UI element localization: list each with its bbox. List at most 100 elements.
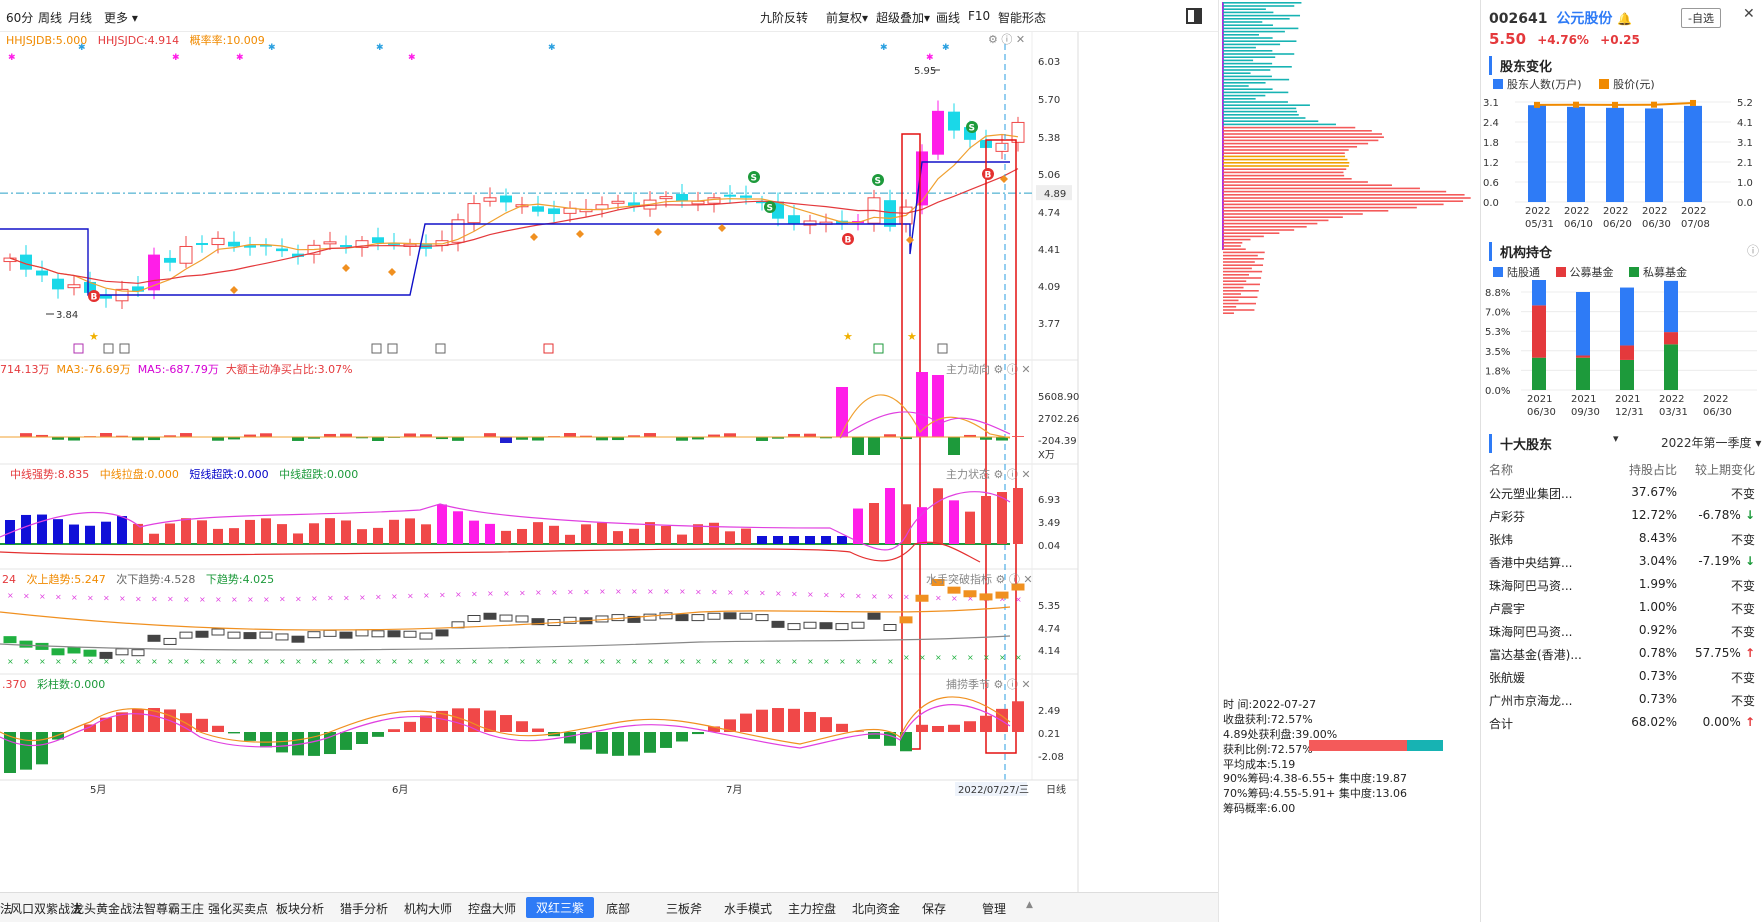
panel2-controls[interactable]: 主力动向 ⚙ ⓘ ✕ <box>946 361 1031 377</box>
holder-row[interactable]: 珠海阿巴马资... 1.99% 不变 <box>1489 572 1757 598</box>
chip-bar <box>1223 75 1272 78</box>
overlay-dropdown[interactable]: 超级叠加▾ <box>876 9 930 26</box>
change-amount: +0.25 <box>1600 33 1640 47</box>
strategy-tab[interactable]: 强化买卖点 <box>208 902 269 916</box>
highlight-box <box>985 139 1017 754</box>
profit-bar <box>1309 740 1407 751</box>
upper-trend-mark: × <box>311 594 318 603</box>
adjust-dropdown[interactable]: 前复权▾ <box>826 9 868 26</box>
price-axis-tick: 5.70 <box>1038 95 1060 106</box>
panel5-controls[interactable]: 捕捞季节 ⚙ ⓘ ✕ <box>946 676 1031 692</box>
strategy-tab[interactable]: 三板斧 <box>666 902 703 916</box>
main-panel-controls[interactable]: ⚙ ⓘ ✕ <box>988 31 1025 47</box>
holder-row[interactable]: 珠海阿巴马资... 0.92% 不变 <box>1489 618 1757 644</box>
chart-canvas[interactable]: 6.03 5.70 5.38 5.06 4.74 4.41 4.09 3.77 4.89 ✱ ✱ ✱ ✱… <box>0 32 1218 892</box>
lower-trend-mark: × <box>263 657 270 666</box>
settings-icon[interactable]: ⚙ <box>993 468 1004 481</box>
holder-row[interactable]: 卢彩芬 12.72% -6.78% ↓ <box>1489 503 1757 529</box>
holder-row[interactable]: 富达基金(香港)... 0.78% 57.75% ↑ <box>1489 641 1757 667</box>
help-icon[interactable]: ⓘ <box>1001 33 1013 46</box>
kline-chart-area[interactable]: 6.03 5.70 5.38 5.06 4.74 4.41 4.09 3.77 4.89 ✱ ✱ ✱ ✱… <box>0 32 1218 892</box>
holder-row[interactable]: 卢震宇 1.00% 不变 <box>1489 595 1757 621</box>
season-bar <box>116 712 128 732</box>
strategy-tab[interactable]: 主力控盘 <box>788 902 837 916</box>
holder-row[interactable]: 公元塑业集团... 37.67% 不变 <box>1489 480 1757 506</box>
holders-period-select[interactable]: 2022年第一季度 ▾ <box>1661 434 1761 451</box>
upper-trend-mark: × <box>215 595 222 604</box>
holder-row[interactable]: 张炜 8.43% 不变 <box>1489 526 1757 552</box>
scroll-up-icon[interactable]: ▲ <box>1026 900 1033 910</box>
season-bar <box>452 708 464 732</box>
holder-pct: 1.99% <box>1638 577 1677 591</box>
period-month-button[interactable]: 月线 <box>68 11 93 25</box>
bell-icon[interactable]: 🔔 <box>1617 12 1633 26</box>
help-icon[interactable]: ⓘ <box>1006 678 1018 691</box>
settings-icon[interactable]: ⚙ <box>988 33 998 46</box>
holders-total-row[interactable]: 合计 68.02% 0.00% ↑ <box>1489 710 1757 736</box>
settings-icon[interactable]: ⚙ <box>993 363 1004 376</box>
panel3-controls[interactable]: 主力状态 ⚙ ⓘ ✕ <box>946 466 1031 482</box>
nine-reversal-button[interactable]: 九阶反转 <box>760 11 809 25</box>
panel5-axis-tick: -2.08 <box>1038 752 1064 763</box>
chip-bar <box>1223 242 1243 244</box>
event-marker-icon <box>371 343 382 354</box>
holder-row[interactable]: 张航媛 0.73% 不变 <box>1489 664 1757 690</box>
strategy-tab[interactable]: 双红三紫 <box>526 897 595 918</box>
strategy-tab[interactable]: 龙头黄金战法 <box>72 902 145 916</box>
close-icon[interactable]: ✕ <box>1743 6 1755 22</box>
strategy-tab[interactable]: 保存 <box>922 902 947 916</box>
strategy-tab[interactable]: 水手模式 <box>724 902 773 916</box>
upper-trend-mark: × <box>807 590 814 599</box>
panel4-controls[interactable]: 水手突破指标 ⚙ ⓘ ✕ <box>926 571 1033 587</box>
close-icon[interactable]: ✕ <box>1021 468 1031 481</box>
indicator-label: 中线强势:8.835 <box>10 468 90 481</box>
watchlist-button[interactable]: -自选 <box>1681 8 1721 28</box>
strategy-tab[interactable]: 机构大师 <box>404 902 453 916</box>
holder-row[interactable]: 香港中央结算... 3.04% -7.19% ↓ <box>1489 549 1757 575</box>
upper-trend-mark: × <box>103 594 110 603</box>
trend-candle <box>3 636 17 644</box>
candle-body <box>628 202 640 206</box>
institution-bar-segment <box>1576 357 1590 390</box>
chip-bar <box>1223 34 1259 36</box>
strategy-tab[interactable]: 板块分析 <box>276 902 325 916</box>
holder-pct: 12.72% <box>1631 508 1677 522</box>
upper-trend-mark: × <box>759 589 766 598</box>
strategy-tab[interactable]: 法 <box>0 902 13 916</box>
stock-name[interactable]: 公元股份 <box>1556 11 1613 27</box>
close-icon[interactable]: ✕ <box>1021 678 1031 691</box>
period-60min-button[interactable]: 60分 <box>6 11 34 25</box>
help-icon[interactable]: ⓘ <box>1008 573 1020 586</box>
ma3-line <box>839 394 1011 439</box>
settings-icon[interactable]: ⚙ <box>993 678 1004 691</box>
settings-icon[interactable]: ⚙ <box>995 573 1006 586</box>
help-icon[interactable]: ⓘ <box>1006 468 1018 481</box>
strategy-tab[interactable]: 猎手分析 <box>340 902 389 916</box>
holder-row[interactable]: 广州市京海龙... 0.73% 不变 <box>1489 687 1757 713</box>
panel2-unit-label: X万 <box>1038 450 1055 461</box>
smart-pattern-button[interactable]: 智能形态 <box>998 11 1047 25</box>
strategy-tab[interactable]: 底部 <box>606 902 631 916</box>
trend-candle <box>19 640 33 648</box>
period-week-button[interactable]: 周线 <box>38 11 63 25</box>
draw-line-button[interactable]: 画线 <box>936 11 961 25</box>
more-periods-dropdown[interactable]: 更多 ▾ <box>104 9 138 26</box>
legend-label: 陆股通 <box>1507 266 1540 279</box>
chip-bar <box>1223 8 1266 10</box>
season-bar <box>564 732 576 744</box>
chevron-down-icon[interactable]: ▾ <box>1613 432 1619 445</box>
close-icon[interactable]: ✕ <box>1015 33 1026 46</box>
strategy-tab[interactable]: 北向资金 <box>852 902 901 916</box>
lower-trend-mark: × <box>823 657 830 666</box>
strategy-tab[interactable]: 控盘大师 <box>468 902 517 916</box>
close-icon[interactable]: ✕ <box>1023 573 1033 586</box>
close-icon[interactable]: ✕ <box>1021 363 1031 376</box>
strategy-tab[interactable]: 风口双紫战法 <box>10 902 83 916</box>
strategy-tab[interactable]: 智尊霸王庄 <box>144 902 205 916</box>
help-icon[interactable]: ⓘ <box>1006 363 1018 376</box>
help-icon[interactable]: ⓘ <box>1747 244 1760 258</box>
layout-toggle-icon[interactable] <box>1186 8 1202 24</box>
badge-letter: S <box>875 177 881 187</box>
strategy-tab[interactable]: 管理 <box>982 902 1007 916</box>
f10-button[interactable]: F10 <box>968 9 991 23</box>
